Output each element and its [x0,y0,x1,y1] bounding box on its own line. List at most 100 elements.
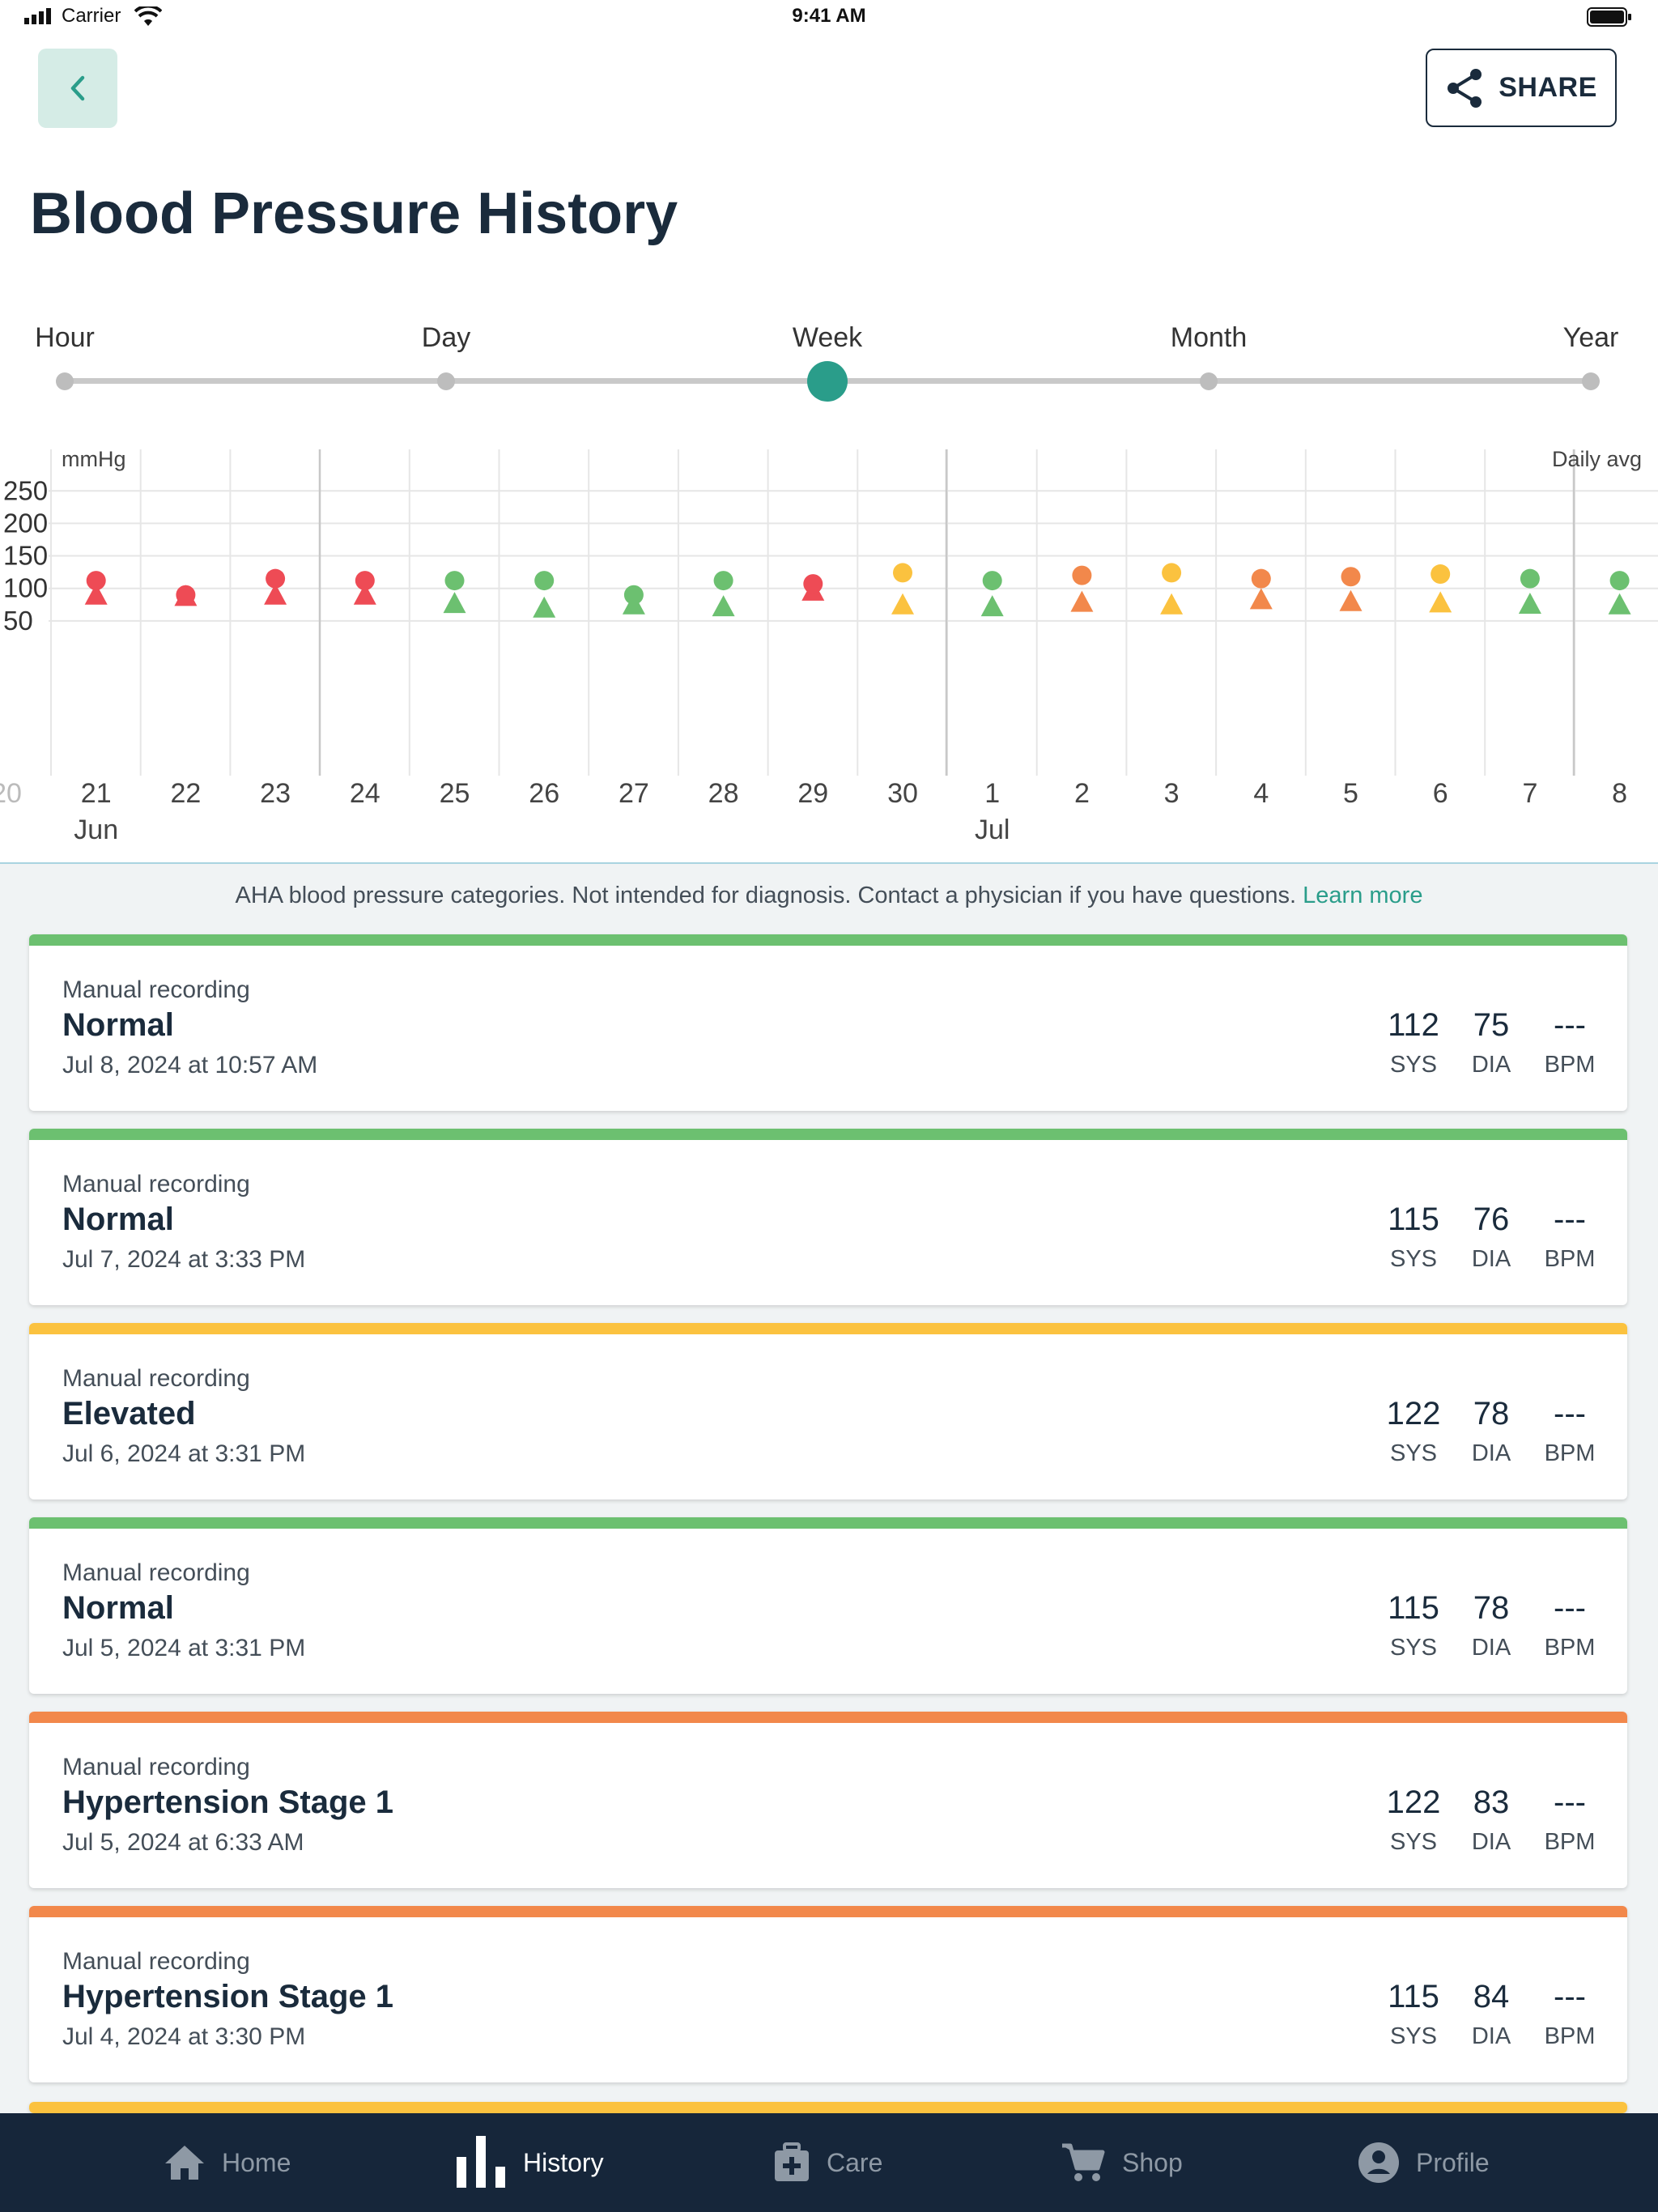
tab-profile[interactable]: Profile [1358,2113,1490,2212]
x-tick-label: 1 [984,778,1000,809]
dia-point [353,583,376,605]
reading-datetime: Jul 7, 2024 at 3:33 PM [62,1246,306,1273]
tab-home[interactable]: Home [164,2113,291,2212]
tab-label: Profile [1416,2147,1490,2177]
tab-shop[interactable]: Shop [1061,2113,1183,2212]
slider-stop-year[interactable] [1582,372,1600,390]
back-button[interactable] [38,49,117,128]
share-button[interactable]: SHARE [1426,49,1617,127]
dia-unit: DIA [1471,1246,1511,1272]
reading-source: Manual recording [62,976,250,1003]
dia-unit: DIA [1471,1440,1511,1466]
dia-point [1249,588,1273,610]
sys-point [86,571,106,591]
reading-source: Manual recording [62,1365,250,1392]
dia-point [712,595,735,617]
medical-bag-icon [773,2142,810,2183]
dia-value: 75 [1473,1007,1510,1043]
dia-point [1429,591,1452,613]
sys-point [444,571,465,591]
dia-unit: DIA [1471,1829,1511,1855]
sys-point [893,563,912,583]
signal-icon [24,8,51,24]
x-tick-label: 8 [1612,778,1627,809]
y-tick-label: 250 [3,475,48,505]
home-icon [164,2144,206,2181]
tab-history[interactable]: History [455,2113,604,2212]
reading-card[interactable]: Manual recording Hypertension Stage 1 Ju… [29,1906,1627,2082]
x-tick-label: 27 [619,778,649,809]
x-tick-label: 20 [0,778,22,809]
slider-label-month[interactable]: Month [1170,322,1248,353]
sys-value: 122 [1386,1784,1441,1820]
slider-stop-hour[interactable] [56,372,74,390]
slider-label-day[interactable]: Day [421,322,471,353]
reading-category: Elevated [62,1396,196,1431]
reading-card-partial[interactable] [29,2102,1627,2113]
sys-point [176,585,196,605]
sys-point [623,585,644,605]
dia-point [443,592,466,614]
reading-category: Hypertension Stage 1 [62,1784,394,1820]
dia-point [1160,593,1184,615]
dia-unit: DIA [1471,1052,1511,1078]
dia-value: 76 [1473,1202,1510,1237]
month-label: Jun [74,815,118,845]
daily-avg-label: Daily avg [1552,447,1642,471]
sys-point [1520,568,1540,589]
bpm-value: --- [1554,1007,1586,1043]
status-bar: Carrier 9:41 AM [0,0,1658,36]
share-icon [1448,68,1482,108]
learn-more-link[interactable]: Learn more [1303,883,1423,908]
dia-point [891,593,914,615]
sys-point [713,571,733,591]
x-tick-label: 21 [81,778,112,809]
x-tick-label: 22 [170,778,201,809]
slider-stop-month[interactable] [1200,372,1218,390]
x-tick-label: 25 [440,778,470,809]
month-label: Jul [975,815,1010,845]
y-tick-label: 150 [3,541,48,571]
reading-card[interactable]: Manual recording Elevated Jul 6, 2024 at… [29,1323,1627,1499]
unit-label: mmHg [62,447,126,471]
tab-bar: Home History Care Shop Profile [0,2113,1658,2212]
y-tick-label: 200 [3,508,48,538]
tab-label: Care [827,2147,883,2177]
x-tick-label: 5 [1343,778,1358,809]
slider-stop-day[interactable] [437,372,455,390]
slider-label-year[interactable]: Year [1562,322,1619,353]
reading-source: Manual recording [62,1948,250,1975]
slider-label-hour[interactable]: Hour [35,322,95,353]
tab-care[interactable]: Care [773,2113,882,2212]
category-color-bar [29,1323,1627,1334]
bpm-unit: BPM [1544,1635,1596,1661]
sys-unit: SYS [1389,1052,1438,1078]
sys-point [1609,571,1630,591]
reading-card[interactable]: Manual recording Normal Jul 5, 2024 at 3… [29,1517,1627,1694]
category-color-bar [29,2102,1627,2113]
category-color-bar [29,1906,1627,1917]
reading-card[interactable]: Manual recording Hypertension Stage 1 Ju… [29,1712,1627,1888]
x-tick-label: 6 [1433,778,1448,809]
reading-card[interactable]: Manual recording Normal Jul 8, 2024 at 1… [29,934,1627,1111]
reading-card[interactable]: Manual recording Normal Jul 7, 2024 at 3… [29,1129,1627,1305]
slider-label-week[interactable]: Week [792,322,863,353]
x-tick-label: 26 [529,778,559,809]
bpm-unit: BPM [1544,1246,1596,1272]
tab-label: Shop [1122,2147,1183,2177]
slider-thumb[interactable] [807,361,848,402]
x-tick-label: 29 [797,778,828,809]
x-tick-label: 2 [1074,778,1090,809]
sys-value: 122 [1386,1396,1441,1431]
disclaimer: AHA blood pressure categories. Not inten… [0,883,1658,909]
sys-point [1341,567,1361,587]
x-tick-label: 3 [1164,778,1180,809]
reading-category: Normal [62,1007,174,1043]
dia-point [1518,592,1541,614]
sys-unit: SYS [1389,1440,1438,1466]
y-tick-label: 100 [3,573,48,603]
reading-datetime: Jul 5, 2024 at 3:31 PM [62,1635,306,1661]
dia-unit: DIA [1471,1635,1511,1661]
carrier-label: Carrier [62,5,121,27]
